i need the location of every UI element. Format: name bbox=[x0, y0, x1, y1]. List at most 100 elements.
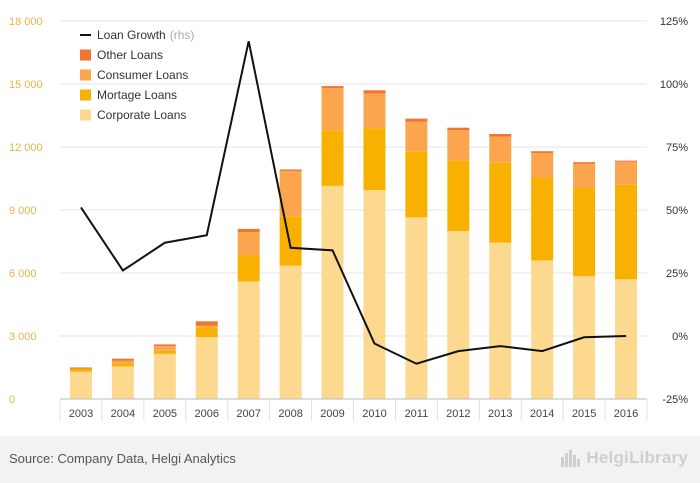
bar-mortage-loans bbox=[279, 216, 302, 266]
bar-consumer-loans bbox=[111, 360, 134, 364]
loan-growth-line-layer bbox=[80, 40, 627, 365]
bar-other-loans bbox=[615, 160, 638, 162]
x-tick-label: 2008 bbox=[278, 408, 302, 420]
bar-corporate-loans bbox=[447, 231, 470, 399]
y-tick-label: 18 000 bbox=[9, 16, 43, 28]
bar-consumer-loans bbox=[237, 232, 260, 256]
bar-other-loans bbox=[321, 86, 344, 89]
x-tick-label: 2009 bbox=[320, 408, 344, 420]
y2-tick-label: -25% bbox=[662, 394, 688, 406]
x-tick-label: 2012 bbox=[446, 408, 470, 420]
bar-corporate-loans bbox=[363, 190, 386, 399]
bar-other-loans bbox=[195, 321, 218, 326]
y-tick-label: 3 000 bbox=[9, 331, 37, 343]
bar-mortage-loans bbox=[573, 187, 596, 277]
loan-growth-line bbox=[80, 40, 627, 365]
bar-other-loans bbox=[237, 228, 260, 233]
y-tick-label: 0 bbox=[9, 394, 15, 406]
bar-consumer-loans bbox=[573, 163, 596, 188]
legend: Loan Growth (rhs) Other Loans Consumer Loan… bbox=[80, 28, 194, 122]
y2-tick-label: 0% bbox=[672, 331, 688, 343]
bar-other-loans bbox=[573, 162, 596, 164]
y-tick-label: 15 000 bbox=[9, 79, 43, 91]
bar-consumer-loans bbox=[195, 325, 218, 328]
brand-logo: HelgiLibrary bbox=[560, 448, 688, 468]
bar-consumer-loans bbox=[489, 136, 512, 163]
bar-consumer-loans bbox=[321, 88, 344, 131]
axes: 0 3 000 6 000 9 000 12 000 15 000 18 000 -25% 0%… bbox=[9, 16, 688, 421]
bar-mortage-loans bbox=[321, 130, 344, 186]
bar-other-loans bbox=[69, 367, 92, 369]
bar-mortage-loans bbox=[489, 162, 512, 243]
x-tick-label: 2010 bbox=[362, 408, 386, 420]
bar-other-loans bbox=[531, 151, 554, 154]
legend-box-swatch bbox=[80, 49, 91, 61]
bar-consumer-loans bbox=[279, 171, 302, 217]
legend-label: Consumer Loans bbox=[97, 68, 188, 82]
x-tick-label: 2015 bbox=[572, 408, 596, 420]
bar-other-loans bbox=[405, 118, 428, 122]
legend-label: Other Loans bbox=[97, 48, 163, 62]
x-tick-label: 2006 bbox=[195, 408, 219, 420]
bar-other-loans bbox=[447, 127, 470, 131]
bar-other-loans bbox=[363, 90, 386, 94]
bar-mortage-loans bbox=[195, 327, 218, 338]
source-note: Source: Company Data, Helgi Analytics bbox=[9, 451, 236, 466]
y2-tick-label: 75% bbox=[666, 142, 688, 154]
x-tick-label: 2011 bbox=[405, 408, 429, 420]
legend-note: (rhs) bbox=[170, 28, 195, 42]
x-tick-label: 2005 bbox=[153, 408, 177, 420]
x-tick-label: 2014 bbox=[530, 408, 554, 420]
chart-area: 0 3 000 6 000 9 000 12 000 15 000 18 000 -25% 0%… bbox=[9, 16, 688, 421]
x-tick-label: 2013 bbox=[488, 408, 512, 420]
legend-box-swatch bbox=[80, 89, 91, 101]
bar-consumer-loans bbox=[447, 130, 470, 161]
brand-name: HelgiLibrary bbox=[586, 448, 688, 467]
bar-other-loans bbox=[279, 169, 302, 172]
bar-mortage-loans bbox=[405, 151, 428, 218]
bar-consumer-loans bbox=[615, 161, 638, 185]
legend-label: Mortage Loans bbox=[97, 88, 177, 102]
y2-tick-label: 100% bbox=[660, 79, 688, 91]
bar-corporate-loans bbox=[279, 265, 302, 399]
y2-tick-label: 25% bbox=[666, 268, 688, 280]
bar-other-loans bbox=[111, 358, 134, 361]
bar-mortage-loans bbox=[237, 255, 260, 282]
stacked-bar-line-chart: 0 3 000 6 000 9 000 12 000 15 000 18 000 -25% 0%… bbox=[9, 16, 688, 421]
bar-corporate-loans bbox=[489, 242, 512, 399]
bar-mortage-loans bbox=[69, 368, 92, 372]
bar-mortage-loans bbox=[531, 177, 554, 261]
bar-corporate-loans bbox=[321, 185, 344, 399]
y-tick-label: 9 000 bbox=[9, 205, 37, 217]
y2-tick-label: 125% bbox=[660, 16, 688, 28]
legend-label: Corporate Loans bbox=[97, 108, 186, 122]
bar-corporate-loans bbox=[237, 281, 260, 399]
legend-box-swatch bbox=[80, 109, 91, 121]
bar-mortage-loans bbox=[447, 160, 470, 231]
bar-other-loans bbox=[489, 133, 512, 137]
x-tick-label: 2003 bbox=[69, 408, 93, 420]
bar-consumer-loans bbox=[405, 121, 428, 152]
footer: Source: Company Data, Helgi Analytics He… bbox=[0, 436, 700, 483]
bars bbox=[69, 86, 638, 399]
bar-corporate-loans bbox=[153, 353, 176, 399]
bar-other-loans bbox=[153, 344, 176, 347]
city-skyline-icon bbox=[561, 450, 581, 467]
bar-mortage-loans bbox=[363, 128, 386, 191]
y-tick-label: 6 000 bbox=[9, 268, 37, 280]
bar-mortage-loans bbox=[615, 184, 638, 280]
bar-mortage-loans bbox=[153, 350, 176, 354]
y-tick-label: 12 000 bbox=[9, 142, 43, 154]
x-tick-label: 2016 bbox=[614, 408, 638, 420]
x-tick-label: 2004 bbox=[111, 408, 135, 420]
bar-mortage-loans bbox=[111, 363, 134, 367]
bar-corporate-loans bbox=[615, 279, 638, 399]
legend-box-swatch bbox=[80, 69, 91, 81]
bar-consumer-loans bbox=[531, 153, 554, 178]
bar-corporate-loans bbox=[111, 366, 134, 399]
bar-consumer-loans bbox=[153, 346, 176, 351]
bar-consumer-loans bbox=[363, 93, 386, 129]
bar-corporate-loans bbox=[195, 337, 218, 399]
bar-corporate-loans bbox=[405, 217, 428, 399]
bar-corporate-loans bbox=[69, 371, 92, 399]
